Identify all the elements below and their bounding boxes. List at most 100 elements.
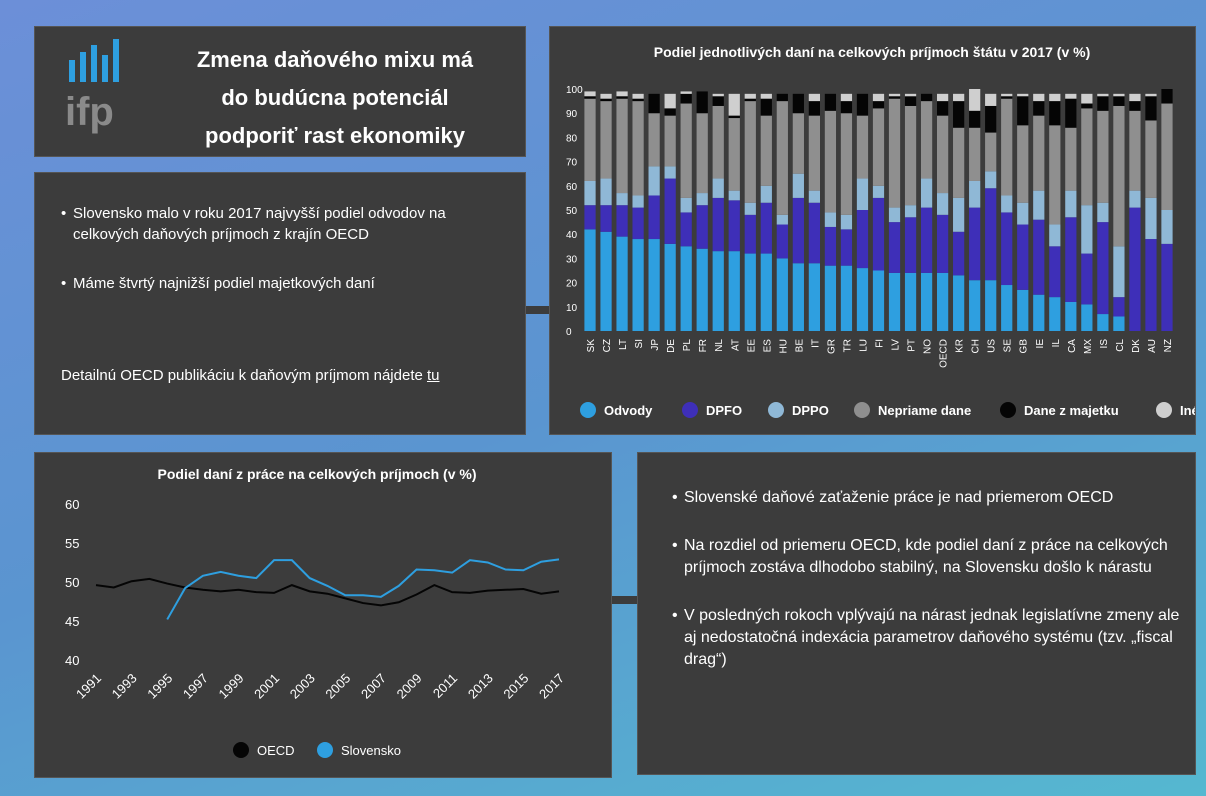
bar-segment [648,239,660,331]
bar-segment [760,202,772,254]
x-tick-label: 1991 [73,671,104,702]
bar-segment [840,229,853,266]
x-tick-label: PT [907,339,918,352]
bar-segment [1049,246,1061,298]
bar-segment [953,275,965,331]
bar-segment [936,193,949,215]
x-tick-label: ES [762,339,773,353]
bar-segment [792,113,804,174]
bar-segment [904,93,917,97]
link[interactable]: tu [427,367,440,384]
bar-segment [776,214,788,225]
legend-label: Dane z majetku [1024,403,1119,418]
bar-segment [1065,190,1077,218]
bullet-list: Slovenské daňové zaťaženie práce je nad … [672,487,1182,671]
bar-segment [728,115,740,119]
bar-segment [985,105,997,133]
connector [606,596,644,604]
bar-segment [1017,289,1029,331]
bullet-list: Slovensko malo v roku 2017 najvyšší podi… [61,203,511,294]
bar-segment [888,96,901,99]
bar-segment [680,197,692,213]
bar-segment [824,265,837,331]
legend-swatch [1000,402,1016,418]
legend-label: OECD [257,743,295,758]
bar-segment [696,193,708,206]
bullet: Slovensko malo v roku 2017 najvyšší podi… [61,203,511,245]
bar-segment [1033,190,1045,220]
bar-segment [1145,197,1157,240]
bar-segment [1161,210,1173,244]
bar-segment [969,110,981,128]
bar-segment [1081,103,1093,109]
line [166,558,560,620]
bar-segment [616,98,628,194]
bar-segment [985,132,997,172]
bar-segment [856,210,869,269]
legend-label: DPPO [792,403,829,418]
bar-segment [664,243,676,331]
y-tick-label: 40 [65,653,79,668]
bar-segment [808,190,821,203]
bar-segment [1033,93,1045,102]
bar-segment [969,280,981,331]
bar-segment [1113,105,1125,247]
bar-segment [664,178,676,244]
legend-label: Odvody [604,403,653,418]
bar-segment [1129,110,1141,191]
x-tick-label: CH [971,339,982,353]
bar-segment [600,101,612,179]
bar-segment [616,205,628,237]
bar-segment [680,246,692,331]
bar-segment [1033,219,1045,295]
bar-segment [969,180,981,208]
bar-segment [1097,96,1109,111]
bar-segment [584,229,596,331]
bar-segment [856,93,869,116]
bar-segment [920,207,933,273]
bar-segment [728,93,740,116]
bar-segment [632,207,644,240]
legend-label: Iné [1180,403,1195,418]
bar-segment [664,93,676,109]
bar-segment [1017,202,1029,225]
bar-segment [888,98,901,208]
bar-segment [904,96,917,106]
chart-title: Podiel daní z práce na celkových príjmoc… [158,466,477,482]
bar-segment [1033,101,1045,116]
x-tick-label: NO [923,339,934,354]
bar-segment [664,108,676,116]
x-tick-label: MX [1083,339,1094,354]
bar-segment [744,101,756,203]
x-tick-label: US [987,339,998,353]
title-line: Zmena daňového mixu má [196,47,474,72]
bar-segment [616,96,628,99]
bar-segment [840,113,853,215]
bar-segment [760,185,772,203]
x-tick-label: PL [682,339,693,352]
y-tick-label: 80 [566,133,578,144]
bar-segment [600,205,612,232]
x-tick-label: SI [634,339,645,348]
x-tick-label: 2001 [251,671,282,702]
bar-segment [1001,195,1013,213]
bar-segment [840,93,853,102]
bar-segment [1065,93,1077,99]
bar-segment [953,231,965,276]
bar-segment [985,93,997,106]
bar-segment [648,93,660,114]
bar-segment [1081,205,1093,254]
bar-segment [744,202,756,215]
bar-segment [936,101,949,116]
bar-segment [1113,96,1125,106]
bar-segment [600,178,612,206]
bar-segment [1161,89,1173,104]
bar-segment [760,115,772,186]
bar-segment [904,272,917,331]
x-tick-label: JP [650,339,661,351]
bar-segment [616,236,628,331]
bar-segment [1129,207,1141,331]
bar-segment [1081,304,1093,331]
bar-segment [1129,190,1141,208]
